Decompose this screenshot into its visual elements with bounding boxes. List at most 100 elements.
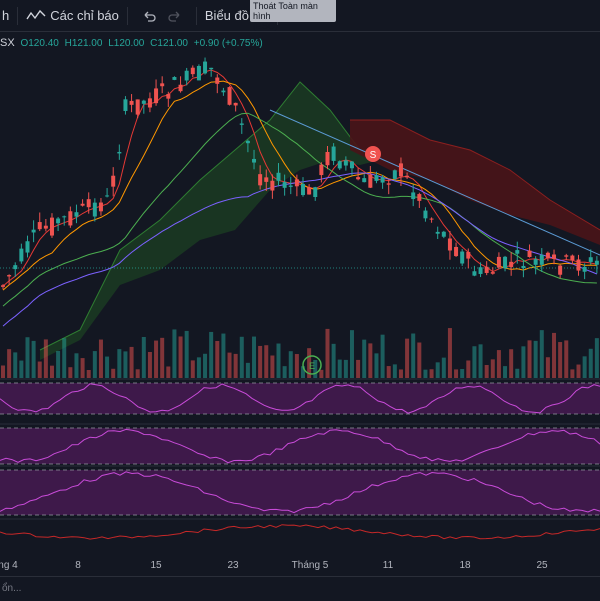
candle-body (515, 250, 520, 254)
candle-body (43, 225, 48, 229)
ma-long-line (2, 112, 597, 307)
candle-body (552, 254, 557, 259)
candle-body (313, 187, 318, 197)
candle-body (423, 210, 428, 219)
volume-bar (545, 357, 550, 378)
volume-bar (178, 336, 183, 378)
candle-body (429, 218, 434, 220)
time-axis[interactable]: ng 4 8 15 23 Tháng 5 11 18 25 (0, 556, 600, 576)
candle-body (331, 146, 336, 161)
volume-bar (466, 360, 471, 378)
volume-bar (49, 365, 54, 378)
candle-body (417, 194, 422, 201)
volume-bar (111, 368, 116, 378)
candle-body (56, 218, 61, 224)
volume-bar (86, 369, 91, 378)
volume-bar (301, 366, 305, 378)
candle-body (301, 183, 305, 196)
candle-body (392, 170, 397, 179)
candle-body (594, 260, 599, 265)
candle-body (129, 100, 134, 105)
tooltip-line2: (ESC) (253, 21, 278, 31)
candle-body (503, 256, 508, 269)
candle-body (178, 84, 183, 92)
volume-bar (515, 368, 520, 378)
redo-button[interactable] (162, 0, 188, 31)
volume-bar (441, 357, 446, 378)
candle-body (576, 259, 581, 271)
candle-body (233, 102, 238, 106)
indicators-button[interactable]: Các chỉ báo (26, 0, 119, 31)
oscillator-line (0, 383, 600, 414)
oscillator-line (0, 428, 600, 464)
earnings-marker-label: E (309, 361, 315, 371)
volume-bar (478, 344, 483, 378)
volume-bar (472, 346, 477, 378)
candle-body (74, 212, 79, 217)
split-marker[interactable] (365, 146, 381, 162)
candle-body (521, 265, 526, 269)
toolbar-clipped-item[interactable]: h (2, 8, 10, 23)
volume-bar (43, 339, 48, 378)
candlesticks (1, 57, 599, 290)
candle-body (362, 178, 367, 183)
candle-body (13, 265, 18, 270)
volume-bar (356, 359, 361, 378)
candle-body (1, 285, 5, 287)
candle-body (558, 265, 563, 275)
candle-body (62, 216, 67, 218)
volume-bar (245, 362, 250, 378)
volume-bar (374, 353, 379, 378)
undo-button[interactable] (136, 0, 162, 31)
volume-bar (405, 338, 410, 378)
price-chart[interactable]: SE (0, 31, 600, 556)
candle-body (478, 267, 483, 274)
candle-body (325, 151, 330, 166)
oscillator-band (0, 428, 600, 464)
candle-body (98, 202, 103, 212)
candle-body (582, 266, 587, 272)
volume-bar (166, 366, 171, 378)
volume-bar (80, 358, 85, 378)
candle-body (86, 199, 91, 208)
volume-bar (25, 337, 30, 378)
volume-bar (484, 364, 489, 378)
volume-bar (98, 339, 103, 378)
volume-bar (258, 345, 263, 378)
candle-body (545, 252, 550, 258)
candle-body (374, 175, 379, 181)
volume-bar (570, 369, 575, 378)
time-axis-label: 25 (536, 560, 548, 571)
volume-bar (576, 364, 581, 378)
candle-body (368, 174, 373, 188)
candle-body (92, 202, 97, 217)
volume-bar (117, 349, 122, 378)
volume-bar (460, 369, 465, 378)
time-axis-label: 18 (459, 560, 471, 571)
candle-body (184, 70, 189, 81)
candle-body (80, 203, 85, 206)
volume-bar (429, 369, 434, 378)
earnings-marker[interactable] (302, 355, 322, 375)
candle-body (258, 174, 263, 186)
volume-bar (564, 340, 569, 378)
candle-body (460, 251, 465, 264)
ichimoku-span-a (39, 81, 380, 351)
candle-body (527, 250, 532, 258)
candle-body (49, 217, 54, 236)
volume-bar (454, 369, 459, 378)
candle-body (435, 231, 440, 234)
volume-bar (282, 366, 287, 378)
candle-body (405, 175, 410, 178)
event-markers[interactable]: SE (302, 146, 381, 375)
legend-close: C121.00 (150, 38, 188, 49)
volume-bar (172, 329, 177, 378)
candle-body (123, 99, 128, 112)
volume-bar (319, 369, 324, 378)
candle-body (398, 163, 403, 177)
candle-body (282, 182, 287, 188)
candle-body (411, 192, 416, 200)
tooltip-line1: Thoát Toàn màn hình (253, 1, 318, 21)
volume-bar (31, 340, 36, 378)
candle-body (111, 175, 116, 187)
